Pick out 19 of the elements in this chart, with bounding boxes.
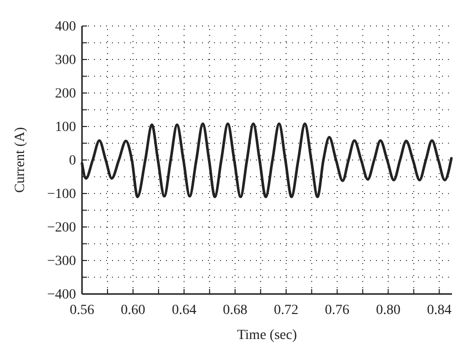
y-tick-label: 100 xyxy=(55,120,76,135)
y-tick-label: 200 xyxy=(55,86,76,102)
y-tick-label: −100 xyxy=(47,186,76,202)
x-tick-label: 0.64 xyxy=(172,302,196,318)
x-tick-label: 0.72 xyxy=(274,302,298,318)
y-axis-title: Current (A) xyxy=(13,126,28,193)
x-tick-label: 0.60 xyxy=(120,302,146,318)
y-tick-label: −400 xyxy=(47,287,76,302)
x-tick-label: 0.76 xyxy=(324,302,350,318)
y-tick-label: 400 xyxy=(55,19,76,34)
x-tick-label: 0.80 xyxy=(376,302,400,318)
x-tick-label: 0.84 xyxy=(426,302,452,318)
y-tick-label: −300 xyxy=(47,254,76,269)
y-tick-label: −200 xyxy=(47,220,76,236)
x-tick-label: 0.56 xyxy=(70,302,94,318)
x-tick-label: 0.68 xyxy=(222,302,248,318)
y-tick-label: 300 xyxy=(55,52,76,68)
x-axis-title: Time (sec) xyxy=(237,328,298,343)
y-tick-label: 0 xyxy=(69,153,76,168)
